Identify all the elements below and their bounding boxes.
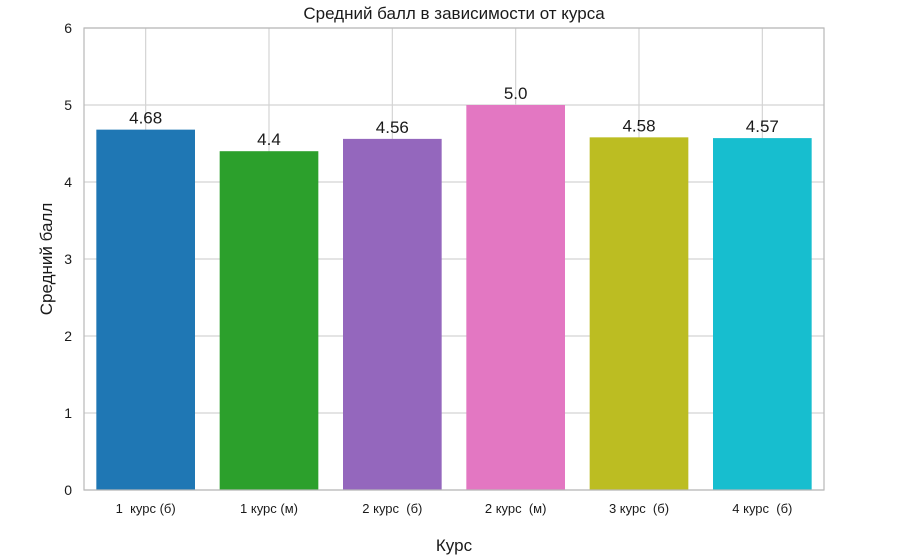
y-tick-label: 3 bbox=[64, 251, 72, 267]
data-label: 4.58 bbox=[622, 116, 655, 135]
x-axis-label: Курс bbox=[436, 536, 473, 555]
plot-frame bbox=[83, 27, 825, 491]
bar bbox=[96, 129, 195, 490]
y-tick-label: 0 bbox=[64, 482, 72, 498]
x-tick-label: 1 курс (б) bbox=[116, 501, 176, 516]
x-tick-labels: 1 курс (б) 1 курс (м) 2 курс (б) 2 курс (м)… bbox=[116, 501, 793, 516]
y-tick-label: 1 bbox=[64, 405, 72, 421]
y-tick-label: 5 bbox=[64, 97, 72, 113]
data-label: 4.4 bbox=[257, 130, 281, 149]
x-tick-label: 4 курс (б) bbox=[732, 501, 792, 516]
bar bbox=[343, 138, 442, 490]
bar bbox=[219, 151, 319, 490]
bar bbox=[589, 137, 689, 490]
data-label: 5.0 bbox=[504, 84, 528, 103]
bars bbox=[96, 105, 812, 491]
bar bbox=[466, 105, 565, 490]
x-tick-label: 2 курс (м) bbox=[485, 501, 547, 516]
data-label: 4.56 bbox=[376, 118, 409, 137]
data-label: 4.57 bbox=[746, 117, 779, 136]
x-tick-label: 1 курс (м) bbox=[240, 501, 298, 516]
y-tick-label: 2 bbox=[64, 328, 72, 344]
y-tick-labels: 0 1 2 3 4 5 6 bbox=[64, 20, 72, 498]
bar bbox=[713, 138, 812, 491]
y-tick-label: 6 bbox=[64, 20, 72, 36]
value-labels: 4.68 4.4 4.56 5.0 4.58 4.57 bbox=[129, 84, 779, 149]
data-label: 4.68 bbox=[129, 109, 162, 128]
chart-title: Средний балл в зависимости от курса bbox=[303, 4, 605, 23]
y-tick-label: 4 bbox=[64, 174, 72, 190]
y-axis-label: Средний балл bbox=[37, 203, 56, 315]
x-tick-label: 3 курс (б) bbox=[609, 501, 669, 516]
x-tick-label: 2 курс (б) bbox=[362, 501, 422, 516]
